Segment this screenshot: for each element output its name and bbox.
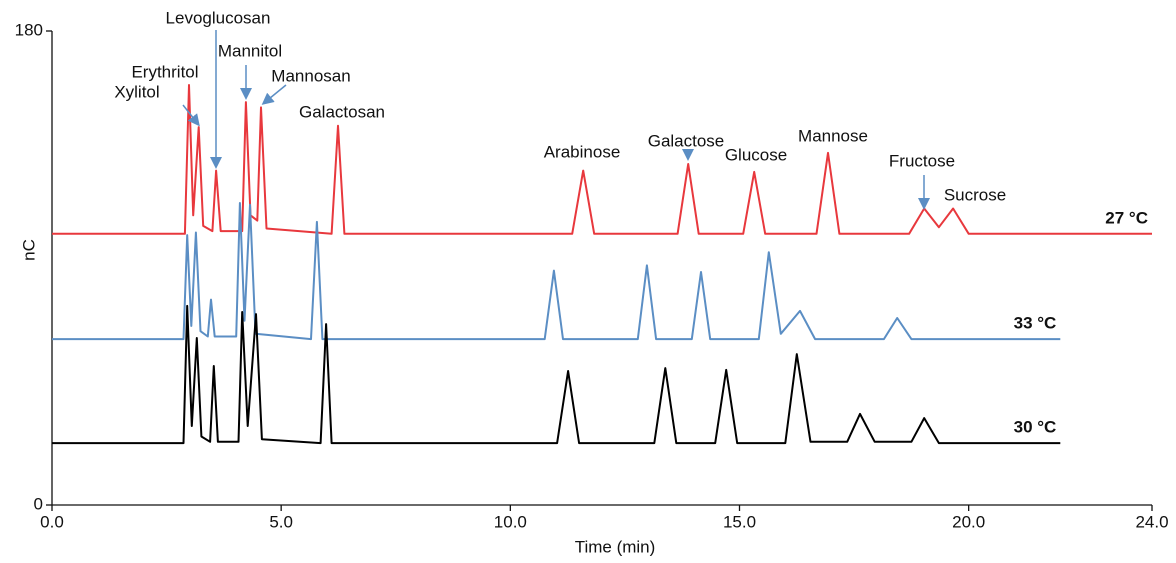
x-tick-label: 20.0 (952, 512, 985, 531)
series-line (52, 202, 1061, 341)
series-line (52, 304, 1061, 445)
annotation: Mannosan (271, 66, 350, 85)
series-line (52, 84, 1152, 235)
y-axis-label: nC (19, 239, 38, 261)
annotation: Glucose (725, 145, 787, 164)
x-tick-label: 15.0 (723, 512, 756, 531)
series-label: 27 °C (1105, 208, 1148, 227)
x-tick-label: 10.0 (494, 512, 527, 531)
x-tick-label: 24.0 (1135, 512, 1168, 531)
annotation: Mannitol (218, 41, 282, 60)
annotation-arrow (261, 84, 287, 105)
y-tick-label: 0 (34, 494, 43, 513)
y-tick-label: 180 (15, 20, 43, 39)
x-tick-label: 5.0 (269, 512, 293, 531)
annotation: Xylitol (114, 82, 159, 101)
annotation: Fructose (889, 151, 955, 170)
annotation: Erythritol (131, 62, 198, 81)
series-label: 30 °C (1014, 418, 1057, 437)
annotation: Sucrose (944, 185, 1006, 204)
annotation-arrow (182, 104, 200, 127)
annotation: Levoglucosan (166, 8, 271, 27)
annotation: Mannose (798, 126, 868, 145)
x-tick-label: 0.0 (40, 512, 64, 531)
series-label: 33 °C (1014, 314, 1057, 333)
annotation: Galactosan (299, 102, 385, 121)
annotation: Galactose (648, 131, 725, 150)
annotation: Arabinose (544, 142, 621, 161)
x-axis-label: Time (min) (575, 537, 656, 556)
